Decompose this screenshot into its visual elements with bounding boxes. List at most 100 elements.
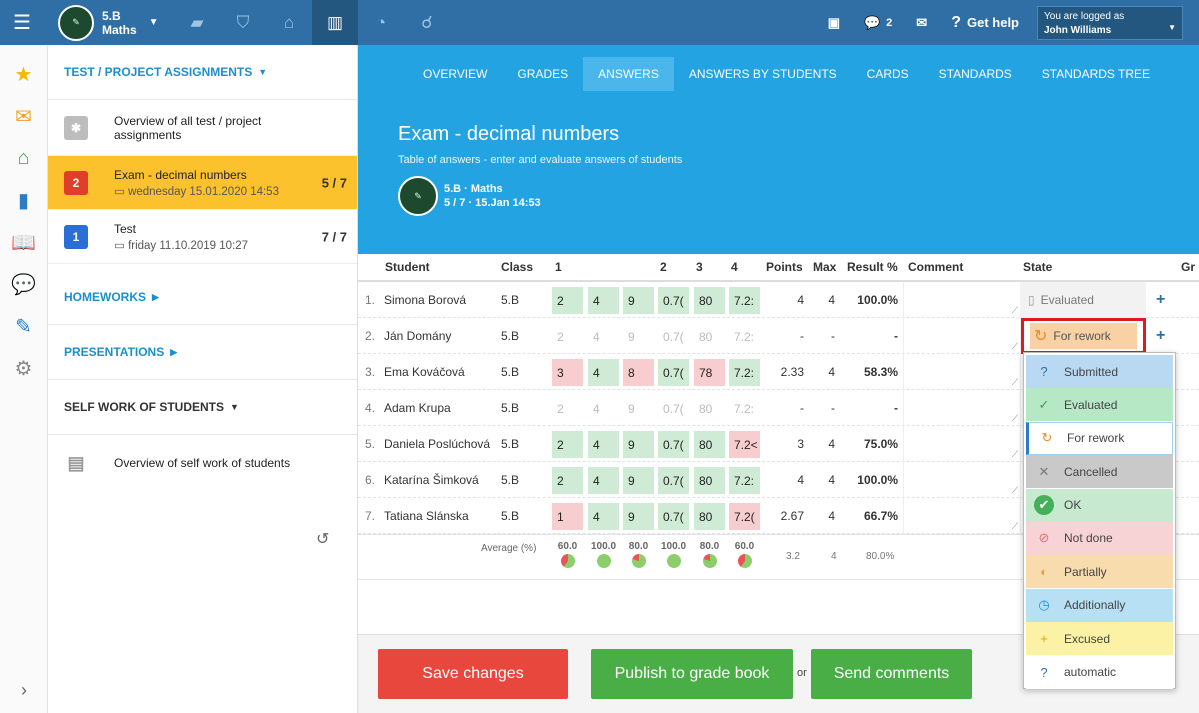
save-changes-button[interactable]: Save changes (378, 649, 568, 699)
col-class[interactable]: Class (501, 260, 534, 274)
col-result[interactable]: Result % (847, 260, 898, 274)
comment-input[interactable]: ⟋ (903, 498, 1021, 534)
mail-icon[interactable]: ✉ (916, 14, 928, 30)
add-grade-icon[interactable]: + (1156, 291, 1166, 308)
gauge-icon[interactable]: ◔ (375, 12, 387, 32)
open-book-icon[interactable]: 📖 (11, 231, 36, 254)
user-menu[interactable]: You are logged as John Williams ▼ (1037, 5, 1183, 40)
tab-answers[interactable]: ANSWERS (583, 57, 674, 91)
home-icon[interactable]: ⌂ (17, 146, 30, 169)
col-comment[interactable]: Comment (908, 260, 964, 274)
screen-share-icon[interactable]: ▣ (827, 14, 840, 30)
answer-cell[interactable]: 9 (623, 503, 654, 530)
chat-button[interactable]: 💬 2 (852, 15, 904, 31)
tab-answers-by-students[interactable]: ANSWERS BY STUDENTS (688, 67, 837, 81)
answer-cell[interactable]: 4 (588, 287, 619, 314)
pen-icon[interactable]: ✎ (15, 315, 32, 338)
gear-icon[interactable]: ⚙ (14, 357, 33, 380)
state-option[interactable]: ? Submitted (1026, 355, 1173, 388)
answer-cell[interactable]: 7.2< (729, 431, 760, 458)
answer-cell[interactable]: 9 (628, 401, 635, 416)
col-q1[interactable]: 1 (555, 260, 562, 274)
add-grade-icon[interactable]: + (1156, 327, 1166, 344)
col-max[interactable]: Max (813, 260, 837, 274)
answer-cell[interactable]: 2 (552, 467, 583, 494)
answer-cell[interactable]: 9 (623, 467, 654, 494)
answer-cell[interactable]: 80 (694, 503, 725, 530)
students-walking-icon[interactable]: ☌ (421, 12, 433, 32)
comment-input[interactable]: ⟋ (903, 318, 1021, 354)
resize-handle-icon[interactable]: ⟋ (1011, 521, 1018, 531)
hamburger-menu-icon[interactable]: ☰ (13, 12, 31, 34)
answer-cell[interactable]: 8 (623, 359, 654, 386)
state-option[interactable]: ? automatic (1026, 655, 1173, 689)
book-icon[interactable]: ▮ (17, 189, 29, 212)
section-tests[interactable]: TEST / PROJECT ASSIGNMENTS ▼ (48, 45, 357, 100)
answer-cell[interactable]: 0.7( (658, 503, 689, 530)
class-switcher[interactable]: ✎ 5.B Maths ▼ (44, 0, 174, 45)
answer-cell[interactable]: 80 (694, 467, 725, 494)
overview-tests[interactable]: ✱ Overview of all test / project assignm… (48, 100, 357, 156)
answer-cell[interactable]: 7.2: (729, 359, 760, 386)
resize-handle-icon[interactable]: ⟋ (1011, 449, 1018, 459)
state-select[interactable]: ▯ Evaluated (1020, 282, 1146, 318)
resize-handle-icon[interactable]: ⟋ (1011, 485, 1018, 495)
answer-cell[interactable]: 4 (593, 329, 600, 344)
state-option[interactable]: + Excused (1026, 622, 1173, 656)
answer-cell[interactable]: 0.7( (658, 287, 689, 314)
answer-cell[interactable]: 7.2( (729, 503, 760, 530)
expand-chevron-icon[interactable]: › (21, 680, 27, 700)
resize-handle-icon[interactable]: ⟋ (1011, 341, 1018, 351)
tab-cards[interactable]: CARDS (866, 67, 909, 81)
answer-cell[interactable]: 4 (588, 431, 619, 458)
sidebar-item-exam[interactable]: 2 Exam - decimal numbers ▭ wednesday 15.… (48, 156, 357, 210)
comment-input[interactable]: ⟋ (903, 282, 1021, 318)
col-q2[interactable]: 2 (660, 260, 667, 274)
col-state[interactable]: State (1023, 260, 1053, 274)
resize-handle-icon[interactable]: ⟋ (1011, 377, 1018, 387)
answer-cell[interactable]: 9 (623, 287, 654, 314)
answer-cell[interactable]: 9 (623, 431, 654, 458)
section-presentations[interactable]: PRESENTATIONS ▶ (48, 325, 357, 380)
comment-input[interactable]: ⟋ (903, 426, 1021, 462)
answer-cell[interactable]: 7.2: (729, 467, 760, 494)
answer-cell[interactable]: 80 (699, 329, 713, 344)
answer-cell[interactable]: 2 (557, 401, 564, 416)
answer-cell[interactable]: 0.7( (658, 467, 689, 494)
resize-handle-icon[interactable]: ⟋ (1011, 305, 1018, 315)
answer-cell[interactable]: 0.7( (663, 329, 684, 344)
overview-self-work[interactable]: ▤ Overview of self work of students (48, 435, 357, 491)
star-icon[interactable]: ★ (14, 63, 33, 86)
comment-input[interactable]: ⟋ (903, 390, 1021, 426)
answer-cell[interactable]: 0.7( (663, 401, 684, 416)
chart-icon[interactable]: ▥ (312, 0, 358, 45)
state-select-rework[interactable]: ↻ For rework (1021, 318, 1146, 354)
col-extra[interactable]: Gr (1181, 260, 1196, 274)
answer-cell[interactable]: 80 (694, 431, 725, 458)
answer-cell[interactable]: 0.7( (658, 359, 689, 386)
tab-grades[interactable]: GRADES (517, 67, 569, 81)
section-homeworks[interactable]: HOMEWORKS ▶ (48, 270, 357, 325)
state-option[interactable]: ✔ OK (1026, 488, 1173, 522)
answer-cell[interactable]: 4 (588, 359, 619, 386)
answer-cell[interactable]: 7.2: (729, 287, 760, 314)
messages-icon[interactable]: 💬 (11, 273, 36, 296)
briefcase-icon[interactable]: ▰ (190, 12, 204, 32)
answer-cell[interactable]: 1 (552, 503, 583, 530)
answer-cell[interactable]: 80 (699, 401, 713, 416)
col-student[interactable]: Student (385, 260, 430, 274)
answer-cell[interactable]: 4 (588, 467, 619, 494)
col-q3[interactable]: 3 (696, 260, 703, 274)
comment-input[interactable]: ⟋ (903, 354, 1021, 390)
answer-cell[interactable]: 0.7( (658, 431, 689, 458)
col-q4[interactable]: 4 (731, 260, 738, 274)
tab-standards-tree[interactable]: STANDARDS TREE (1041, 67, 1151, 81)
sidebar-item-test[interactable]: 1 Test ▭ friday 11.10.2019 10:27 7 / 7 (48, 210, 357, 264)
answer-cell[interactable]: 78 (694, 359, 725, 386)
state-option[interactable]: ⊘ Not done (1026, 521, 1173, 555)
answer-cell[interactable]: 2 (552, 287, 583, 314)
answer-cell[interactable]: 2 (552, 431, 583, 458)
answer-cell[interactable]: 4 (593, 401, 600, 416)
state-option[interactable]: ↻ For rework (1026, 421, 1173, 455)
help-button[interactable]: ? Get help (939, 14, 1031, 32)
